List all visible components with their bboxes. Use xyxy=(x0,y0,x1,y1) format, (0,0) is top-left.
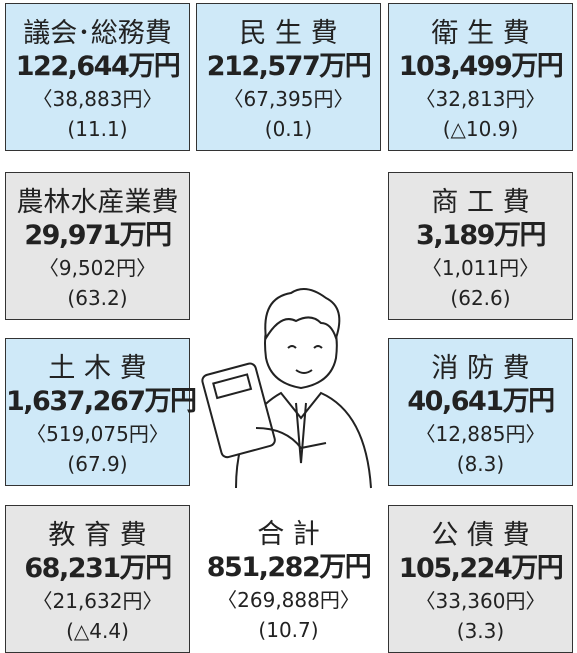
item-amount: 122,644万円 xyxy=(6,50,189,84)
per-person: 〈1,011円〉 xyxy=(389,253,572,283)
per-person: 〈12,885円〉 xyxy=(389,419,572,449)
ratio: (67.9) xyxy=(6,449,189,479)
per-person: 〈32,813円〉 xyxy=(389,84,572,114)
item-amount: 103,499万円 xyxy=(389,50,572,84)
per-person: 〈269,888円〉 xyxy=(196,585,381,615)
ratio: (3.3) xyxy=(389,616,572,646)
per-person: 〈519,075円〉 xyxy=(6,419,189,449)
item-title: 衛 生 費 xyxy=(389,18,572,50)
item-title: 民 生 費 xyxy=(197,18,380,50)
ratio: (0.1) xyxy=(197,114,380,144)
item-amount: 40,641万円 xyxy=(389,385,572,419)
ratio: (△10.9) xyxy=(389,114,572,144)
item-amount: 212,577万円 xyxy=(197,50,380,84)
ratio: (△4.4) xyxy=(6,616,189,646)
item-amount: 29,971万円 xyxy=(6,219,189,253)
item-title: 商 工 費 xyxy=(389,187,572,219)
item-amount: 851,282万円 xyxy=(196,551,381,585)
illustration xyxy=(196,278,386,508)
ratio: (63.2) xyxy=(6,283,189,313)
item-amount: 68,231万円 xyxy=(6,552,189,586)
item-title: 消 防 費 xyxy=(389,353,572,385)
ratio: (62.6) xyxy=(389,283,572,313)
per-person: 〈33,360円〉 xyxy=(389,586,572,616)
item-title: 教 育 費 xyxy=(6,520,189,552)
item-title: 合 計 xyxy=(196,519,381,551)
item-title: 土 木 費 xyxy=(6,353,189,385)
ratio: (10.7) xyxy=(196,615,381,645)
item-amount: 105,224万円 xyxy=(389,552,572,586)
ratio: (8.3) xyxy=(389,449,572,479)
item-title: 農林水産業費 xyxy=(6,187,189,219)
item-title: 議会･総務費 xyxy=(6,18,189,50)
per-person: 〈38,883円〉 xyxy=(6,84,189,114)
per-person: 〈21,632円〉 xyxy=(6,586,189,616)
item-amount: 3,189万円 xyxy=(389,219,572,253)
per-person: 〈9,502円〉 xyxy=(6,253,189,283)
ratio: (11.1) xyxy=(6,114,189,144)
page: 議会･総務費122,644万円〈38,883円〉(11.1)民 生 費212,5… xyxy=(0,0,577,651)
per-person: 〈67,395円〉 xyxy=(197,84,380,114)
item-amount: 1,637,267万円 xyxy=(6,385,189,419)
item-title: 公 債 費 xyxy=(389,520,572,552)
